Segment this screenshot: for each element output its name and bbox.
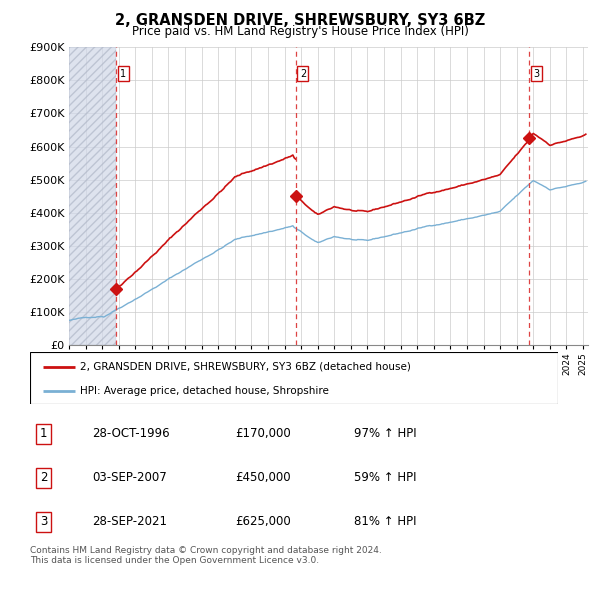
Text: £625,000: £625,000 [235,515,291,528]
Text: 2: 2 [40,471,47,484]
Text: £450,000: £450,000 [235,471,291,484]
Text: £170,000: £170,000 [235,427,291,441]
Text: 1: 1 [120,68,126,78]
Bar [69,47,116,345]
Text: 3: 3 [40,515,47,528]
Text: 81% ↑ HPI: 81% ↑ HPI [354,515,416,528]
Text: 97% ↑ HPI: 97% ↑ HPI [354,427,416,441]
Text: 2: 2 [300,68,306,78]
Text: Price paid vs. HM Land Registry's House Price Index (HPI): Price paid vs. HM Land Registry's House … [131,25,469,38]
Text: 28-SEP-2021: 28-SEP-2021 [92,515,167,528]
Text: Contains HM Land Registry data © Crown copyright and database right 2024.
This d: Contains HM Land Registry data © Crown c… [30,546,382,565]
Text: 2, GRANSDEN DRIVE, SHREWSBURY, SY3 6BZ (detached house): 2, GRANSDEN DRIVE, SHREWSBURY, SY3 6BZ (… [80,362,411,372]
Text: 03-SEP-2007: 03-SEP-2007 [92,471,167,484]
Text: 59% ↑ HPI: 59% ↑ HPI [354,471,416,484]
Text: 28-OCT-1996: 28-OCT-1996 [92,427,170,441]
Text: 1: 1 [40,427,47,441]
Text: HPI: Average price, detached house, Shropshire: HPI: Average price, detached house, Shro… [80,386,329,396]
Text: 3: 3 [533,68,539,78]
Text: 2, GRANSDEN DRIVE, SHREWSBURY, SY3 6BZ: 2, GRANSDEN DRIVE, SHREWSBURY, SY3 6BZ [115,13,485,28]
